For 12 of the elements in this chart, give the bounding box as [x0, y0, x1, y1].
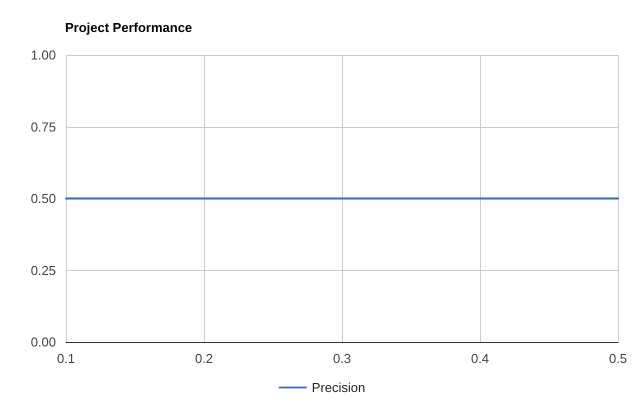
x-tick-label: 0.1: [56, 351, 76, 366]
x-tick-label: 0.5: [608, 351, 628, 366]
legend-label: Precision: [312, 380, 366, 395]
y-tick-label: 0.25: [30, 262, 56, 278]
x-tick-label: 0.3: [332, 351, 352, 366]
y-tick-label: 0.50: [30, 191, 56, 206]
y-tick-label: 1.00: [30, 48, 56, 62]
y-tick-label: 0.00: [30, 334, 56, 350]
chart-title: Project Performance: [65, 20, 192, 35]
x-tick-label: 0.2: [194, 351, 214, 366]
x-tick-label: 0.4: [470, 351, 490, 366]
y-tick-label: 0.75: [30, 119, 56, 134]
